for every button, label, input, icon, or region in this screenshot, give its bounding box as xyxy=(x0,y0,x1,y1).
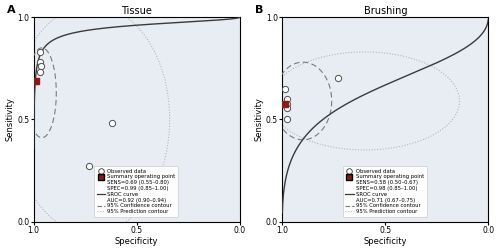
Legend: Observed data, Summary operating point, SENS=0.58 (0.50–0.67), SPEC=0.98 (0.85–1: Observed data, Summary operating point, … xyxy=(342,166,426,217)
Y-axis label: Sensitivity: Sensitivity xyxy=(6,98,15,141)
Title: Tissue: Tissue xyxy=(122,6,152,16)
Title: Brushing: Brushing xyxy=(364,6,407,16)
Legend: Observed data, Summary operating point, SENS=0.69 (0.55–0.80), SPEC=0.99 (0.85–1: Observed data, Summary operating point, … xyxy=(94,166,178,217)
Text: A: A xyxy=(7,5,16,15)
Text: B: B xyxy=(256,5,264,15)
X-axis label: Specificity: Specificity xyxy=(364,237,407,246)
Y-axis label: Sensitivity: Sensitivity xyxy=(254,98,263,141)
X-axis label: Specificity: Specificity xyxy=(115,237,158,246)
